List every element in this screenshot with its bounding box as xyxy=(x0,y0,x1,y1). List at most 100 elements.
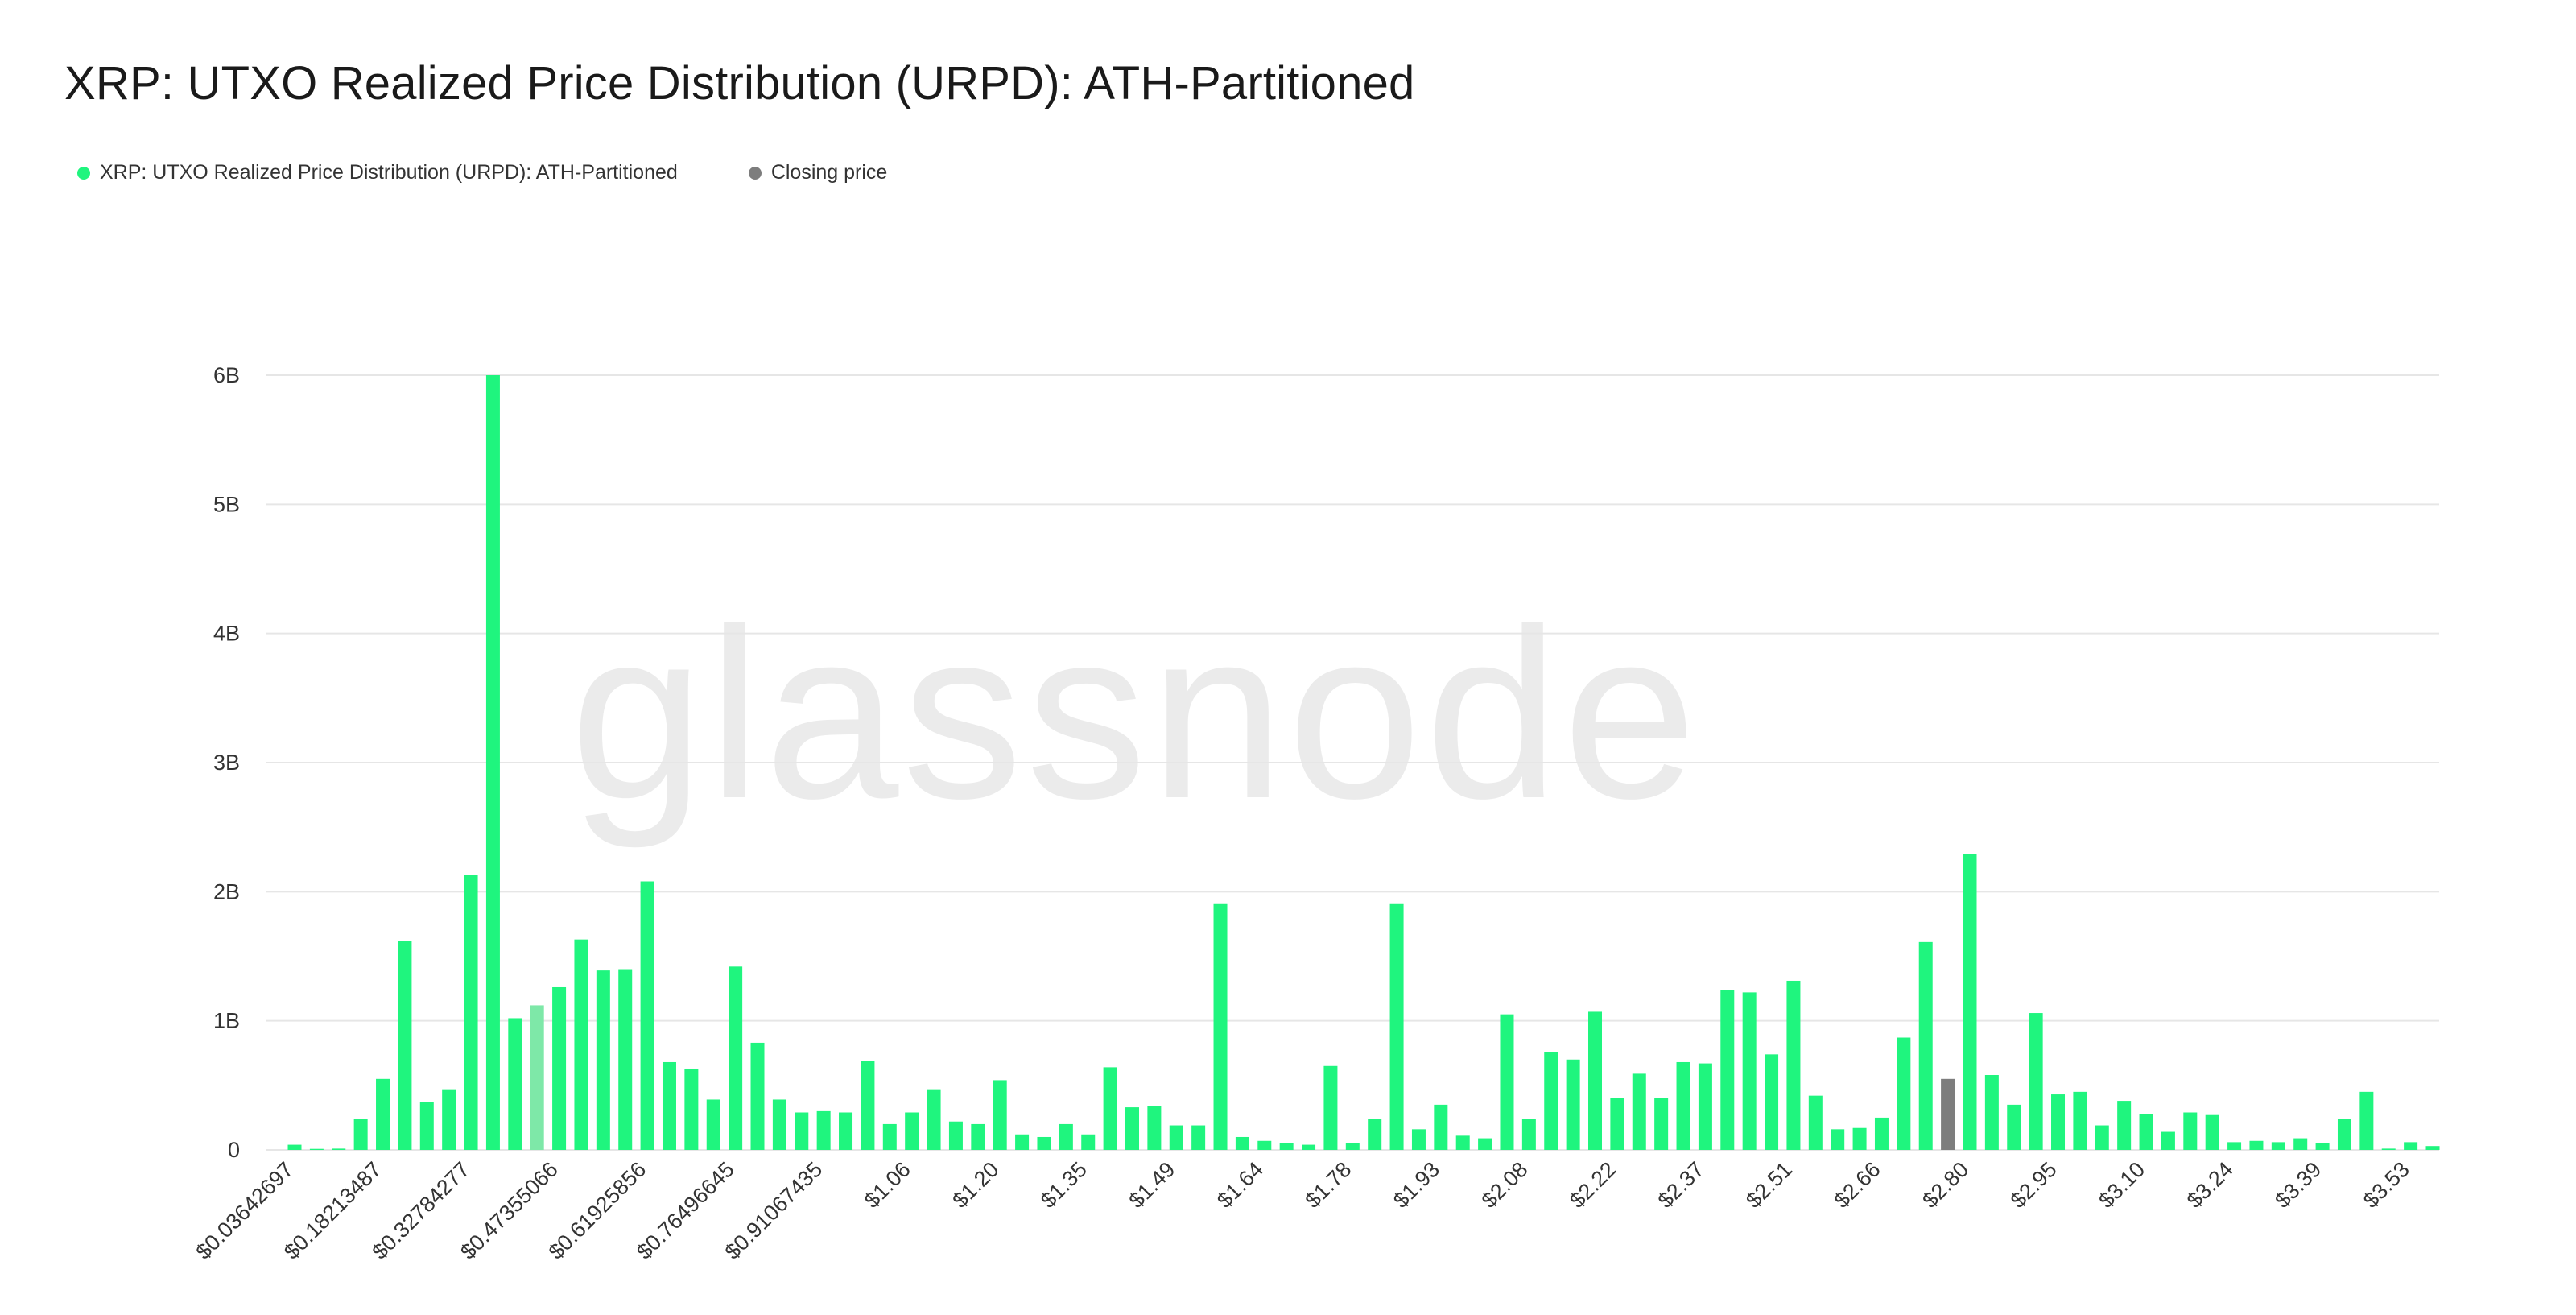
urpd-bar[interactable] xyxy=(1103,1067,1117,1150)
urpd-bar[interactable] xyxy=(1852,1127,1867,1150)
legend-item-urpd[interactable]: XRP: UTXO Realized Price Distribution (U… xyxy=(77,161,678,184)
urpd-bar[interactable] xyxy=(2051,1094,2066,1150)
urpd-bar[interactable] xyxy=(596,970,610,1150)
urpd-bar[interactable] xyxy=(839,1112,853,1150)
urpd-bar[interactable] xyxy=(2315,1143,2330,1150)
urpd-bar[interactable] xyxy=(905,1112,919,1150)
urpd-bar[interactable] xyxy=(640,881,654,1150)
urpd-bar[interactable] xyxy=(2161,1131,2175,1150)
urpd-bar[interactable] xyxy=(1257,1140,1272,1150)
urpd-bar[interactable] xyxy=(1521,1119,1536,1150)
urpd-bar[interactable] xyxy=(1015,1134,1030,1150)
urpd-bar[interactable] xyxy=(1831,1129,1845,1150)
urpd-bar[interactable] xyxy=(2095,1125,2109,1150)
urpd-bar[interactable] xyxy=(2337,1119,2351,1150)
urpd-bar[interactable] xyxy=(508,1018,522,1150)
urpd-bar[interactable] xyxy=(464,875,478,1150)
urpd-bar[interactable] xyxy=(816,1110,831,1150)
urpd-bar[interactable] xyxy=(287,1144,302,1150)
urpd-bar[interactable] xyxy=(971,1123,985,1150)
urpd-bar[interactable] xyxy=(1434,1104,1448,1150)
urpd-bar[interactable] xyxy=(684,1068,699,1150)
urpd-bar[interactable] xyxy=(618,969,633,1150)
urpd-bar[interactable] xyxy=(530,1005,544,1150)
urpd-bar[interactable] xyxy=(2381,1148,2396,1150)
urpd-bar[interactable] xyxy=(1566,1059,1580,1150)
urpd-bar[interactable] xyxy=(993,1080,1007,1150)
urpd-bar[interactable] xyxy=(2139,1114,2153,1150)
urpd-bar[interactable] xyxy=(1213,903,1228,1150)
urpd-bar[interactable] xyxy=(1368,1119,1382,1150)
urpd-bar[interactable] xyxy=(1455,1135,1470,1150)
urpd-bar[interactable] xyxy=(1676,1061,1690,1150)
urpd-bar[interactable] xyxy=(1897,1037,1911,1150)
urpd-bar[interactable] xyxy=(2271,1142,2285,1150)
urpd-bar[interactable] xyxy=(2073,1091,2087,1150)
urpd-bar[interactable] xyxy=(1411,1129,1426,1150)
urpd-bar[interactable] xyxy=(1059,1123,1073,1150)
urpd-bar[interactable] xyxy=(353,1119,368,1150)
urpd-bar[interactable] xyxy=(1389,903,1404,1150)
urpd-bar[interactable] xyxy=(2249,1140,2264,1150)
urpd-bar[interactable] xyxy=(1765,1054,1779,1150)
urpd-bar[interactable] xyxy=(332,1148,346,1150)
urpd-bar[interactable] xyxy=(485,375,500,1150)
urpd-bar[interactable] xyxy=(750,1042,765,1150)
urpd-bar[interactable] xyxy=(1720,990,1735,1150)
urpd-bar[interactable] xyxy=(1323,1065,1338,1150)
urpd-bar[interactable] xyxy=(2029,1013,2043,1150)
urpd-bar[interactable] xyxy=(1191,1125,1206,1150)
urpd-bar[interactable] xyxy=(1654,1098,1669,1150)
urpd-bar[interactable] xyxy=(552,986,567,1150)
urpd-bar[interactable] xyxy=(419,1102,434,1150)
urpd-bar[interactable] xyxy=(309,1148,324,1150)
urpd-bar[interactable] xyxy=(1588,1011,1603,1150)
legend-item-closing-price[interactable]: Closing price xyxy=(748,161,887,184)
urpd-bar[interactable] xyxy=(1302,1144,1316,1150)
urpd-bar[interactable] xyxy=(1984,1075,1999,1150)
urpd-bar[interactable] xyxy=(1698,1063,1712,1150)
urpd-bar[interactable] xyxy=(1279,1143,1294,1150)
urpd-bar[interactable] xyxy=(376,1078,390,1150)
urpd-bar[interactable] xyxy=(1478,1138,1492,1150)
urpd-bar[interactable] xyxy=(1786,980,1801,1150)
urpd-bar[interactable] xyxy=(2359,1091,2374,1150)
urpd-bar[interactable] xyxy=(2425,1146,2440,1150)
urpd-bar[interactable] xyxy=(729,966,743,1150)
urpd-bar[interactable] xyxy=(1874,1117,1889,1150)
urpd-bar[interactable] xyxy=(1125,1107,1139,1150)
urpd-bar[interactable] xyxy=(1742,992,1757,1150)
urpd-bar[interactable] xyxy=(1081,1134,1096,1150)
urpd-bar[interactable] xyxy=(1632,1073,1646,1150)
urpd-bar[interactable] xyxy=(1235,1136,1249,1150)
urpd-bar[interactable] xyxy=(861,1061,875,1150)
urpd-bar[interactable] xyxy=(1500,1014,1514,1150)
urpd-bar[interactable] xyxy=(2007,1104,2021,1150)
urpd-bar[interactable] xyxy=(574,939,588,1150)
urpd-bar[interactable] xyxy=(2183,1112,2198,1150)
urpd-bar[interactable] xyxy=(2205,1114,2219,1150)
urpd-bar[interactable] xyxy=(1918,941,1933,1150)
urpd-bar[interactable] xyxy=(772,1099,786,1150)
urpd-bar[interactable] xyxy=(1963,854,1977,1150)
urpd-bar[interactable] xyxy=(706,1099,720,1150)
urpd-bar[interactable] xyxy=(2293,1138,2308,1150)
urpd-bar[interactable] xyxy=(1169,1125,1183,1150)
urpd-bar[interactable] xyxy=(1037,1136,1051,1150)
urpd-bar[interactable] xyxy=(882,1123,897,1150)
urpd-bar[interactable] xyxy=(2117,1101,2132,1150)
urpd-bar[interactable] xyxy=(795,1112,809,1150)
urpd-bar[interactable] xyxy=(2227,1142,2242,1150)
urpd-bar[interactable] xyxy=(1610,1098,1624,1150)
urpd-bar[interactable] xyxy=(398,941,412,1150)
urpd-bar[interactable] xyxy=(662,1061,676,1150)
urpd-bar[interactable] xyxy=(1544,1052,1558,1150)
urpd-bar[interactable] xyxy=(1147,1106,1162,1150)
urpd-bar[interactable] xyxy=(1345,1143,1360,1150)
closing-price-bar[interactable] xyxy=(1941,1078,1955,1150)
urpd-bar[interactable] xyxy=(948,1121,963,1150)
urpd-bar[interactable] xyxy=(2404,1142,2418,1150)
urpd-bar[interactable] xyxy=(442,1089,456,1150)
urpd-bar[interactable] xyxy=(1808,1095,1823,1150)
urpd-bar[interactable] xyxy=(927,1089,941,1150)
